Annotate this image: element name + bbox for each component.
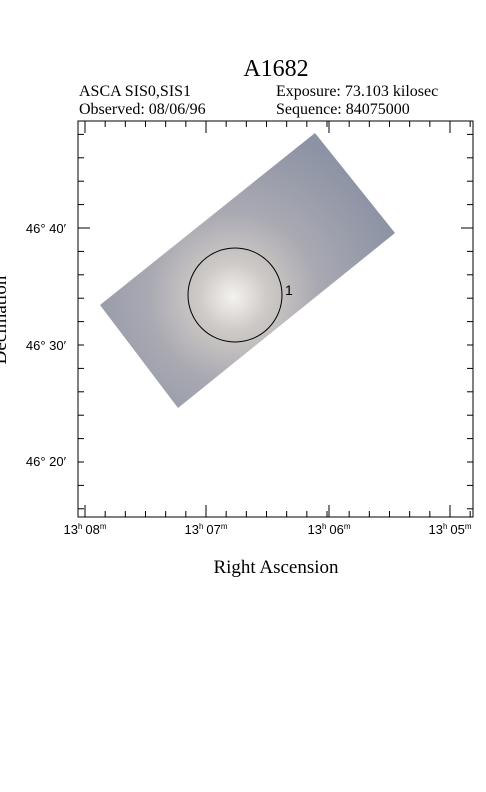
x-tick-part: h — [322, 522, 326, 531]
x-tick-part: 13 — [307, 522, 321, 537]
sequence: Sequence: 84075000 — [276, 101, 410, 118]
y-tick-label: 46° 40′ — [26, 221, 67, 236]
x-tick-labels: 13h 08m 13h 07m 13h 06m 13h 05m — [63, 522, 471, 537]
x-tick-label: 13h 08m — [63, 522, 106, 537]
x-ray-image — [100, 133, 395, 408]
x-tick-part: h — [199, 522, 203, 531]
x-tick-part: 06 — [329, 522, 343, 537]
y-axis-title: Declination — [0, 275, 11, 364]
y-tick-label: 46° 20′ — [26, 454, 67, 469]
x-tick-part: h — [443, 522, 447, 531]
x-axis-title: Right Ascension — [213, 557, 339, 578]
ticks — [78, 121, 473, 517]
region-circle — [187, 247, 283, 343]
x-tick-part: m — [465, 522, 472, 531]
x-tick-part: m — [344, 522, 351, 531]
plot-frame — [77, 120, 474, 518]
x-tick-part: m — [100, 522, 107, 531]
x-tick-label: 13h 05m — [428, 522, 471, 537]
y-tick-label: 46° 30′ — [26, 338, 67, 353]
x-tick-label: 13h 06m — [307, 522, 350, 537]
x-tick-part: h — [78, 522, 82, 531]
instrument: ASCA SIS0,SIS1 — [79, 83, 191, 100]
observed: Observed: 08/06/96 — [79, 101, 206, 118]
x-tick-label: 13h 07m — [184, 522, 227, 537]
x-tick-part: 07 — [206, 522, 220, 537]
x-tick-part: 13 — [184, 522, 198, 537]
exposure: Exposure: 73.103 kilosec — [276, 83, 438, 100]
region-label: 1 — [285, 282, 293, 298]
x-tick-part: 05 — [450, 522, 464, 537]
x-tick-part: m — [221, 522, 228, 531]
x-tick-part: 08 — [85, 522, 99, 537]
title: A1682 — [243, 56, 308, 82]
x-tick-part: 13 — [428, 522, 442, 537]
x-tick-part: 13 — [63, 522, 77, 537]
